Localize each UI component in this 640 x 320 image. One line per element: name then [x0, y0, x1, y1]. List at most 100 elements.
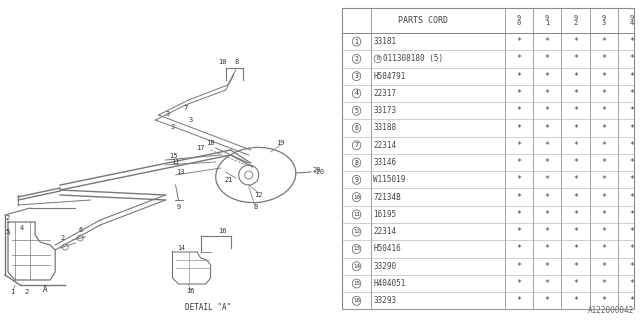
Text: H404051: H404051 — [373, 279, 406, 288]
Text: 72134B: 72134B — [373, 193, 401, 202]
Text: *: * — [601, 296, 606, 305]
Text: *: * — [630, 244, 634, 253]
Text: 9
4: 9 4 — [630, 15, 634, 26]
Text: *: * — [516, 296, 522, 305]
Text: *: * — [516, 193, 522, 202]
Text: 16: 16 — [218, 228, 227, 234]
Text: *: * — [516, 175, 522, 184]
Text: 19: 19 — [276, 140, 285, 146]
Text: DETAIL "A": DETAIL "A" — [186, 303, 232, 313]
Text: 5: 5 — [355, 108, 358, 114]
Text: *: * — [601, 175, 606, 184]
Text: *: * — [630, 227, 634, 236]
Text: 6: 6 — [78, 227, 83, 233]
Text: 22314: 22314 — [373, 141, 397, 150]
Text: 15: 15 — [169, 153, 178, 159]
Text: 5: 5 — [6, 229, 10, 235]
Text: *: * — [516, 89, 522, 98]
Text: *: * — [545, 89, 550, 98]
Text: *: * — [630, 175, 634, 184]
Text: 10: 10 — [218, 59, 227, 65]
Text: *: * — [545, 158, 550, 167]
Text: *: * — [545, 175, 550, 184]
Text: 9
1: 9 1 — [545, 15, 549, 26]
Text: *: * — [601, 210, 606, 219]
Text: 8: 8 — [253, 204, 258, 210]
Text: *: * — [601, 141, 606, 150]
Text: *: * — [573, 262, 578, 271]
Text: W115019: W115019 — [373, 175, 406, 184]
Text: *: * — [573, 141, 578, 150]
Text: 4: 4 — [355, 91, 358, 96]
Text: *: * — [573, 227, 578, 236]
Text: *: * — [516, 210, 522, 219]
Text: *: * — [630, 210, 634, 219]
Text: *: * — [516, 244, 522, 253]
Text: 6: 6 — [355, 125, 358, 131]
Text: 1: 1 — [10, 289, 14, 295]
Text: PARTS CORD: PARTS CORD — [398, 16, 449, 25]
Text: *: * — [545, 296, 550, 305]
Text: 22317: 22317 — [373, 89, 397, 98]
Text: *: * — [516, 158, 522, 167]
Text: 14: 14 — [177, 245, 186, 251]
Text: *: * — [630, 262, 634, 271]
Text: H504791: H504791 — [373, 72, 406, 81]
Text: 15: 15 — [353, 281, 360, 286]
Text: 33181: 33181 — [373, 37, 397, 46]
Text: *: * — [516, 72, 522, 81]
Text: 17: 17 — [196, 145, 205, 151]
Text: *: * — [573, 210, 578, 219]
Text: *: * — [630, 193, 634, 202]
Text: 7: 7 — [355, 142, 358, 148]
Text: *: * — [630, 124, 634, 132]
Text: 12: 12 — [255, 192, 263, 198]
Text: 11: 11 — [172, 159, 180, 165]
Text: *: * — [601, 244, 606, 253]
Text: 4: 4 — [20, 225, 24, 231]
Text: *: * — [601, 37, 606, 46]
Text: *: * — [601, 124, 606, 132]
Text: *: * — [630, 296, 634, 305]
Text: 33293: 33293 — [373, 296, 397, 305]
Text: *: * — [573, 296, 578, 305]
Text: *: * — [516, 106, 522, 115]
Text: 1: 1 — [355, 39, 358, 44]
Text: 3: 3 — [188, 117, 193, 123]
Text: 33146: 33146 — [373, 158, 397, 167]
Text: *: * — [516, 262, 522, 271]
Text: *: * — [516, 54, 522, 63]
Text: 2: 2 — [6, 215, 10, 221]
Text: *: * — [545, 193, 550, 202]
Text: *: * — [545, 54, 550, 63]
Text: *: * — [601, 106, 606, 115]
Text: 2: 2 — [60, 235, 64, 241]
Text: *: * — [545, 227, 550, 236]
Text: 8: 8 — [355, 160, 358, 165]
Text: 16: 16 — [353, 298, 360, 303]
Text: 22314: 22314 — [373, 227, 397, 236]
Text: 7: 7 — [184, 105, 188, 111]
Text: 3: 3 — [170, 124, 175, 130]
Text: *: * — [545, 262, 550, 271]
Text: *: * — [545, 279, 550, 288]
Text: *: * — [630, 141, 634, 150]
Text: 3: 3 — [355, 73, 358, 79]
Text: A: A — [43, 285, 47, 294]
Text: *: * — [601, 193, 606, 202]
Text: *: * — [601, 158, 606, 167]
Text: *: * — [601, 227, 606, 236]
Text: 33188: 33188 — [373, 124, 397, 132]
Text: *: * — [630, 72, 634, 81]
Text: 011308180 (5): 011308180 (5) — [383, 54, 443, 63]
Text: *: * — [601, 54, 606, 63]
Text: *: * — [573, 124, 578, 132]
Text: *: * — [573, 244, 578, 253]
Text: *: * — [573, 158, 578, 167]
Text: *: * — [516, 279, 522, 288]
Text: *: * — [573, 106, 578, 115]
Text: 11: 11 — [353, 212, 360, 217]
Text: 2: 2 — [25, 289, 29, 295]
Text: 9
3: 9 3 — [602, 15, 606, 26]
Text: *: * — [573, 72, 578, 81]
